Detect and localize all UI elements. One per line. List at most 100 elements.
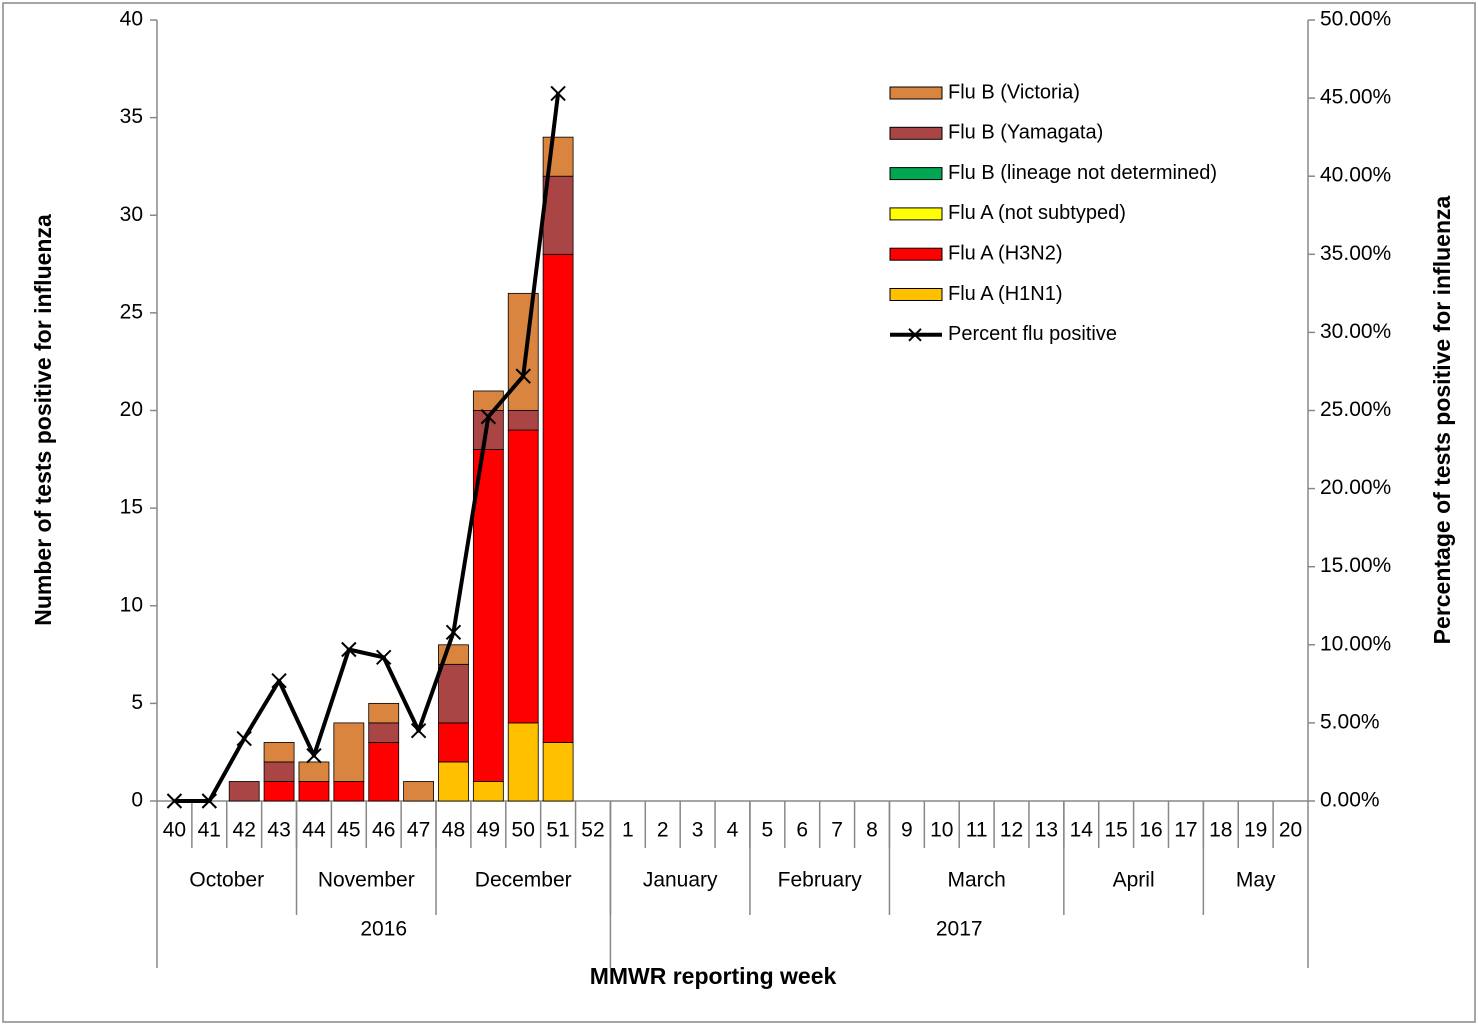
x-tick-label: 8: [866, 819, 878, 842]
bar-segment: [403, 781, 434, 802]
legend-label: Flu A (H1N1): [948, 283, 1062, 305]
month-label: April: [1113, 869, 1155, 892]
x-tick-label: 20: [1279, 819, 1302, 842]
month-label: November: [318, 869, 415, 892]
bar-segment: [263, 781, 295, 802]
year-label: 2017: [936, 918, 983, 941]
x-tick-label: 46: [372, 819, 395, 842]
x-tick-label: 18: [1209, 819, 1232, 842]
x-tick-label: 47: [407, 819, 430, 842]
y2-tick-label: 25.00%: [1320, 398, 1391, 421]
bar-segment: [472, 449, 504, 782]
bar-segment: [542, 253, 574, 743]
x-tick-label: 4: [727, 819, 739, 842]
legend-swatch: [889, 167, 943, 181]
x-tick-label: 45: [337, 819, 360, 842]
x-tick-label: 48: [442, 819, 465, 842]
marker: [306, 747, 322, 764]
x-tick-label: 42: [233, 819, 256, 842]
bar-segment: [333, 722, 365, 782]
month-label: October: [189, 869, 264, 892]
y2-tick-label: 30.00%: [1320, 320, 1391, 343]
legend-label: Flu A (H3N2): [948, 242, 1062, 264]
y2-tick-label: 5.00%: [1320, 710, 1380, 733]
y-tick-label: 10: [120, 593, 143, 616]
bar-segment: [507, 292, 539, 411]
bar-segment: [263, 761, 295, 782]
y2-tick-label: 40.00%: [1320, 164, 1391, 187]
bar-segment: [472, 781, 504, 802]
x-tick-label: 49: [477, 819, 500, 842]
x-tick-label: 11: [966, 819, 988, 842]
bar-segment: [298, 761, 330, 782]
x-tick-label: 19: [1244, 819, 1267, 842]
legend-label: Flu B (Victoria): [948, 81, 1080, 103]
legend-swatch: [889, 288, 943, 301]
y-tick-label: 20: [120, 398, 143, 421]
marker: [550, 85, 566, 102]
marker: [515, 368, 531, 384]
x-tick-label: 6: [796, 819, 808, 842]
marker: [480, 409, 497, 425]
marker: [341, 641, 357, 658]
month-label: December: [475, 869, 572, 892]
bar-segment: [263, 742, 295, 763]
y-tick-label: 35: [120, 105, 143, 128]
bar-segment: [507, 410, 539, 431]
y-tick-label: 15: [120, 496, 143, 519]
legend-swatch: [908, 328, 922, 342]
month-label: March: [947, 869, 1005, 892]
y2-tick-label: 0.00%: [1320, 789, 1380, 812]
y-tick-label: 40: [120, 8, 143, 31]
bar-segment: [438, 722, 469, 763]
legend-label: Percent flu positive: [948, 323, 1117, 345]
x-tick-label: 13: [1035, 819, 1058, 842]
bar-segment: [438, 663, 469, 724]
month-label: February: [778, 869, 863, 892]
marker: [166, 793, 183, 809]
bar-segment: [298, 781, 330, 802]
x-tick-label: 16: [1139, 819, 1162, 842]
x-tick-label: 3: [692, 819, 704, 842]
legend-swatch: [889, 247, 943, 261]
bar-segment: [542, 742, 574, 802]
x-tick-label: 14: [1070, 819, 1094, 842]
x-tick-label: 17: [1174, 819, 1197, 842]
y2-tick-label: 45.00%: [1320, 86, 1391, 109]
x-tick-label: 9: [901, 819, 913, 842]
y-tick-label: 30: [120, 203, 143, 226]
bar-segment: [507, 429, 539, 724]
y2-axis-title: Percentage of tests positive for influen…: [1429, 195, 1455, 644]
year-label: 2016: [360, 918, 407, 941]
y-tick-label: 25: [120, 300, 143, 323]
marker: [271, 673, 287, 689]
x-tick-label: 52: [581, 819, 604, 842]
legend-swatch: [889, 207, 943, 221]
x-tick-label: 40: [163, 819, 186, 842]
x-tick-label: 1: [622, 819, 634, 842]
y-tick-label: 0: [131, 789, 143, 812]
x-tick-label: 2: [657, 819, 669, 842]
bar-segment: [507, 722, 539, 802]
x-tick-label: 44: [302, 819, 326, 842]
x-tick-label: 41: [198, 819, 221, 842]
x-tick-label: 50: [512, 819, 535, 842]
x-tick-label: 43: [267, 819, 290, 842]
bar-segment: [368, 742, 400, 802]
legend-label: Flu A (not subtyped): [948, 202, 1126, 224]
y2-tick-label: 50.00%: [1320, 8, 1391, 31]
marker: [445, 624, 462, 641]
legend-swatch: [889, 126, 943, 140]
marker: [376, 649, 392, 666]
y2-tick-label: 10.00%: [1320, 632, 1391, 655]
x-tick-label: 10: [930, 819, 953, 842]
y2-tick-label: 15.00%: [1320, 554, 1391, 577]
marker: [410, 723, 427, 739]
y2-tick-label: 20.00%: [1320, 476, 1391, 499]
legend-label: Flu B (lineage not determined): [948, 162, 1217, 184]
month-label: January: [643, 869, 718, 892]
y-tick-label: 5: [131, 691, 143, 714]
x-tick-label: 12: [1000, 819, 1023, 842]
